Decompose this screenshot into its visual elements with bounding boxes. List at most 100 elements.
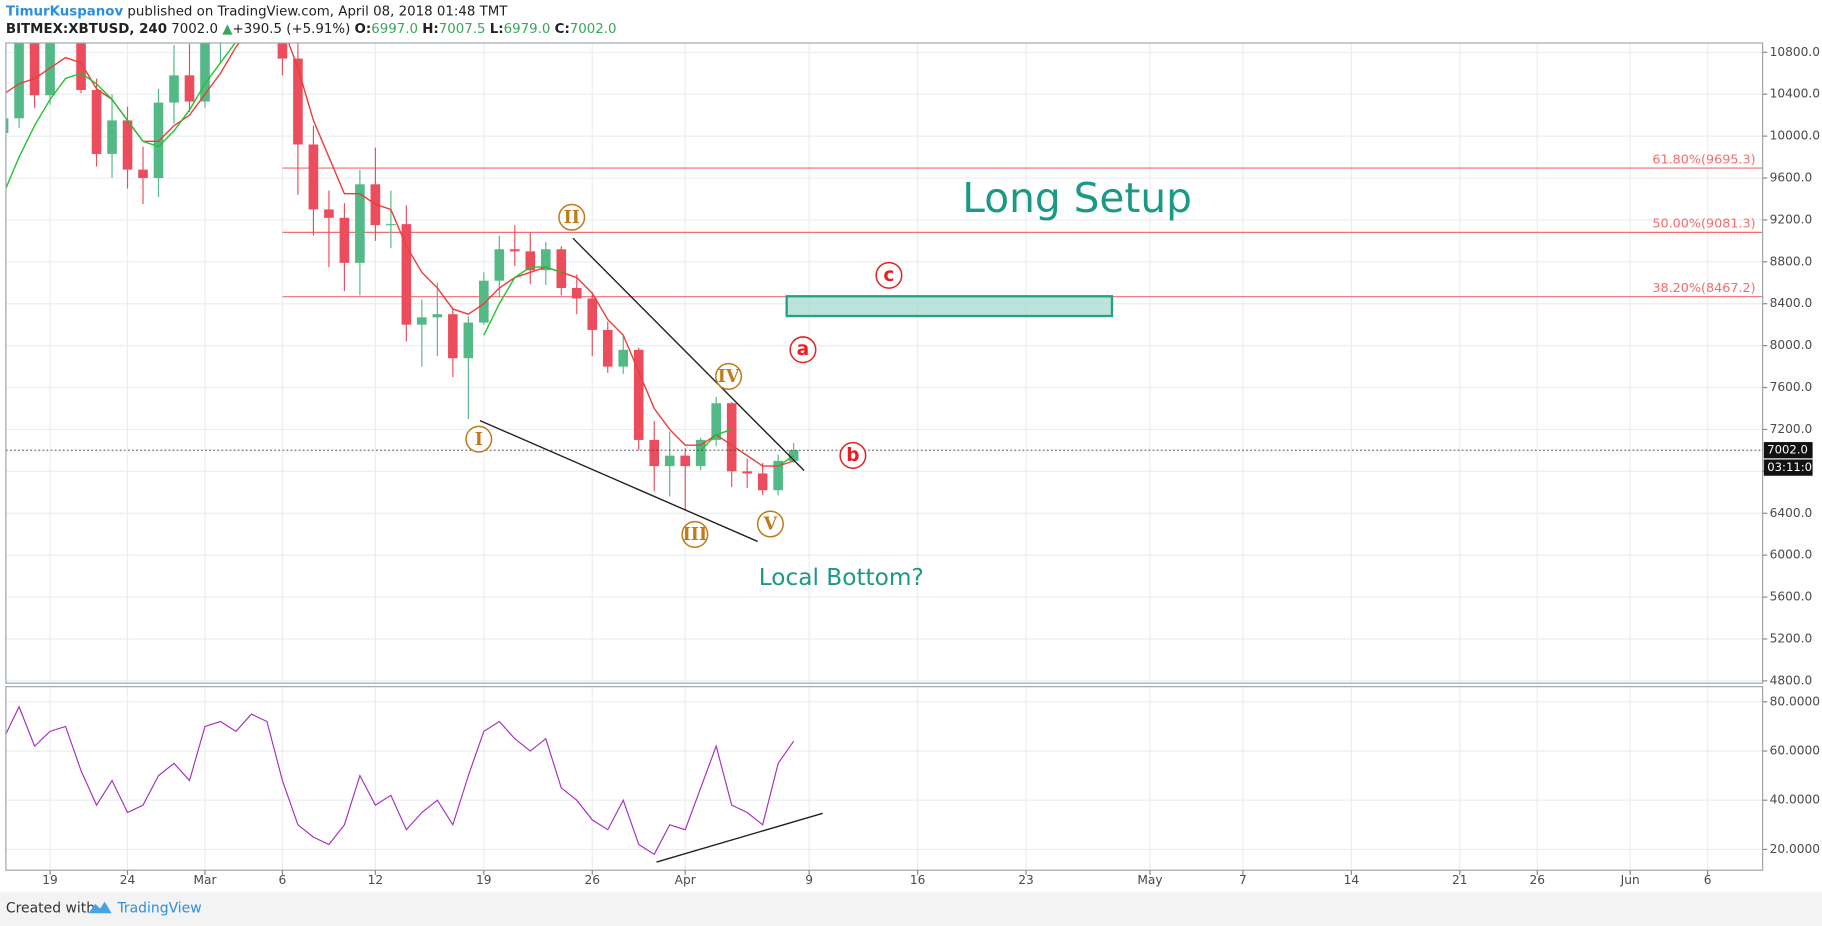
y-tick-label: 10000.0: [1770, 129, 1820, 143]
x-tick-label: 26: [1529, 873, 1545, 887]
correction-label: a: [797, 339, 810, 360]
candle-body: [587, 298, 598, 330]
ohlc-label: O:: [355, 22, 372, 37]
wave-label: III: [683, 525, 707, 545]
ohlc-value: 7002.0: [570, 22, 617, 37]
x-tick-label: 19: [42, 873, 58, 887]
header-line: TimurKuspanov published on TradingView.c…: [6, 5, 508, 20]
candle-body: [432, 314, 443, 318]
candle-body: [153, 102, 164, 179]
candle-body: [417, 317, 427, 325]
y-tick-label: 8000.0: [1770, 338, 1813, 352]
correction-circle: [839, 441, 867, 469]
ohlc-value: 6997.0: [371, 22, 418, 37]
y-tick-label: 20.0000: [1770, 842, 1820, 856]
wave-label: IV: [718, 367, 740, 387]
x-tick-label: Jun: [1620, 873, 1640, 887]
footer-text: Created with: [6, 901, 95, 917]
price-frame: [5, 42, 1764, 684]
setup-annotation: Long Setup: [962, 174, 1192, 222]
candle-body: [618, 349, 629, 367]
footer-brand: TradingView: [116, 901, 201, 917]
candle-body: [138, 169, 148, 179]
candle-body: [324, 209, 334, 218]
trend-line: [479, 419, 758, 543]
x-tick-label: 16: [910, 873, 926, 887]
candle-body: [510, 249, 520, 252]
wave-circle: [756, 510, 784, 538]
candle-body: [293, 58, 303, 145]
candle-body: [494, 249, 505, 281]
wave-circle: [558, 203, 586, 231]
x-tick-label: 14: [1344, 873, 1360, 887]
wave-circle: [465, 425, 493, 453]
drawings: I II III IV V a b c Long Setup Local Bot…: [465, 174, 1192, 863]
wave-circle: [681, 520, 709, 548]
candle-body: [308, 144, 319, 210]
candle-body: [571, 288, 582, 299]
candle-body: [14, 42, 24, 119]
wave-label: V: [763, 515, 778, 535]
candle-body: [525, 251, 536, 271]
y-tick-label: 7600.0: [1770, 380, 1813, 394]
candle-body: [355, 184, 365, 263]
x-tick-label: 9: [805, 873, 813, 887]
y-tick-label: 7200.0: [1770, 422, 1813, 436]
countdown-box: [1763, 459, 1813, 476]
y-tick-label: 5200.0: [1770, 631, 1813, 645]
ohlc-value: 7007.5: [439, 22, 486, 37]
ohlc-label: H:: [422, 22, 439, 37]
candle-body: [742, 471, 752, 474]
candle-body: [649, 439, 660, 467]
y-tick-label: 80.0000: [1770, 694, 1820, 708]
candle-body: [277, 42, 288, 59]
last-price-label: 7002.0: [1767, 443, 1808, 457]
candle-body: [602, 329, 613, 367]
candle-body: [122, 120, 133, 170]
rsi-line: [5, 705, 795, 856]
footer-bar: [0, 892, 1822, 926]
candle-body: [76, 42, 86, 91]
trend-line: [572, 237, 805, 472]
rsi-trend-line: [656, 812, 823, 863]
y-tick-label: 4800.0: [1770, 673, 1813, 687]
brand-logo: [88, 901, 112, 914]
x-tick-label: May: [1137, 873, 1162, 887]
ohlc-label: C:: [555, 22, 570, 37]
countdown-label: 03:11:09: [1767, 460, 1819, 474]
published: published on TradingView.com, April 08, …: [127, 5, 508, 20]
x-tick-label: Apr: [675, 873, 697, 887]
question-annotation: Local Bottom?: [759, 564, 924, 591]
candle-body: [711, 403, 721, 440]
candle-body: [45, 42, 55, 96]
candle-body: [5, 118, 9, 133]
y-tick-label: 9200.0: [1770, 212, 1813, 226]
y-tick-label: 10800.0: [1770, 45, 1820, 59]
candle-body: [757, 473, 768, 491]
rsi-frame: [5, 686, 1764, 871]
y-tick-label: 5600.0: [1770, 590, 1813, 604]
change-arrow: ▲: [222, 22, 233, 37]
fib-label: 38.20%(8467.2): [1652, 281, 1755, 296]
x-tick-label: 12: [368, 873, 384, 887]
ohlc-label: L:: [490, 22, 504, 37]
candle-body: [556, 249, 567, 289]
grid: [5, 42, 1763, 870]
last-price-box: [1763, 442, 1813, 459]
x-tick-label: 7: [1239, 873, 1247, 887]
x-tick-label: 21: [1452, 873, 1468, 887]
candle-body: [448, 314, 458, 359]
candle-body: [726, 403, 737, 472]
x-tick-label: 23: [1018, 873, 1034, 887]
correction-label: b: [846, 445, 859, 466]
y-tick-label: 8400.0: [1770, 296, 1813, 310]
candle-body: [107, 120, 117, 154]
candle-body: [540, 249, 551, 271]
candle-body: [91, 90, 102, 154]
symbol-line: BITMEX:XBTUSD, 240 7002.0 ▲+390.5 (+5.91…: [6, 22, 617, 37]
y-tick-label: 9600.0: [1770, 171, 1813, 185]
y-tick-label: 10400.0: [1770, 87, 1820, 101]
wave-label: I: [475, 430, 483, 450]
correction-label: c: [883, 265, 894, 286]
